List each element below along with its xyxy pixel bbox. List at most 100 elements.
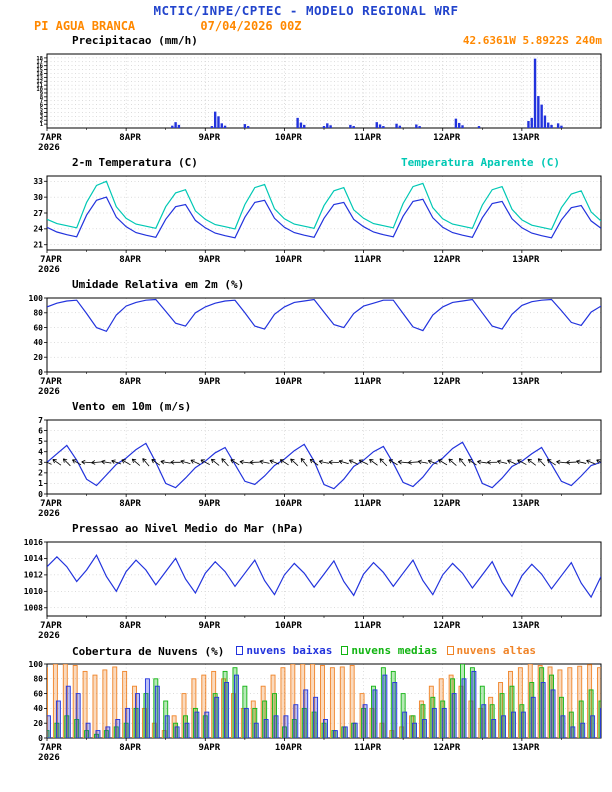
svg-text:0: 0 — [38, 368, 43, 377]
panel-humidity: Umidade Relativa em 2m (%) 0 20 40 60 80 100 7… — [0, 278, 612, 399]
svg-text:12APR: 12APR — [433, 499, 461, 509]
legend-low-clouds: nuvens baixas — [236, 644, 332, 657]
svg-text:11APR: 11APR — [354, 499, 382, 509]
svg-text:40: 40 — [33, 704, 43, 713]
svg-text:16: 16 — [36, 64, 43, 70]
svg-text:9: 9 — [40, 91, 43, 97]
svg-text:12APR: 12APR — [433, 621, 461, 631]
svg-text:1016: 1016 — [24, 538, 43, 547]
svg-text:2026: 2026 — [38, 265, 60, 275]
svg-text:14: 14 — [36, 71, 43, 77]
svg-text:11APR: 11APR — [354, 743, 382, 753]
svg-text:0: 0 — [38, 734, 43, 743]
svg-text:15: 15 — [36, 68, 43, 74]
mid-clouds-label: nuvens medias — [351, 644, 438, 657]
clouds-title: Cobertura de Nuvens (%) — [72, 645, 225, 658]
model-title: MCTIC/INPE/CPTEC - MODELO REGIONAL WRF — [153, 3, 459, 18]
svg-text:18: 18 — [36, 56, 43, 62]
svg-text:4: 4 — [40, 110, 44, 116]
svg-text:10: 10 — [36, 87, 43, 93]
svg-text:33: 33 — [33, 177, 43, 186]
pressure-title-row: Pressao ao Nivel Medio do Mar (hPa) — [0, 522, 612, 537]
svg-text:1012: 1012 — [24, 571, 43, 580]
svg-text:100: 100 — [29, 660, 44, 669]
svg-text:30: 30 — [33, 193, 43, 202]
panel-wind: Vento em 10m (m/s) 0 1 2 3 4 5 6 7 7APR 2026 8APR 9… — [0, 400, 612, 521]
coords-label: 42.6361W 5.8922S 240m — [462, 34, 602, 47]
low-clouds-swatch-icon — [236, 646, 244, 655]
meteogram-page: MCTIC/INPE/CPTEC - MODELO REGIONAL WRF P… — [0, 3, 612, 763]
svg-text:24: 24 — [33, 225, 43, 234]
temp-title-row: 2-m Temperatura (C) Temperatura Aparente… — [0, 156, 612, 171]
svg-text:2026: 2026 — [38, 509, 60, 519]
svg-text:12APR: 12APR — [433, 743, 461, 753]
svg-text:13APR: 13APR — [512, 133, 540, 143]
svg-text:13APR: 13APR — [512, 743, 540, 753]
svg-text:9APR: 9APR — [198, 377, 220, 387]
svg-text:9APR: 9APR — [198, 499, 220, 509]
svg-text:100: 100 — [29, 294, 44, 303]
apparent-temp-label: Temperatura Aparente (C) — [401, 156, 560, 169]
svg-text:1: 1 — [38, 479, 43, 488]
precip-title-row: Precipitacao (mm/h) 42.6361W 5.8922S 240… — [0, 34, 612, 49]
svg-text:2: 2 — [40, 118, 43, 124]
svg-text:1: 1 — [40, 122, 44, 128]
svg-text:8APR: 8APR — [119, 255, 141, 265]
svg-text:21: 21 — [33, 241, 43, 250]
svg-text:13APR: 13APR — [512, 621, 540, 631]
svg-text:7: 7 — [38, 416, 43, 425]
svg-text:8APR: 8APR — [119, 499, 141, 509]
svg-text:2026: 2026 — [38, 143, 60, 153]
low-clouds-label: nuvens baixas — [246, 644, 333, 657]
svg-text:2: 2 — [38, 469, 43, 478]
svg-text:11APR: 11APR — [354, 255, 382, 265]
svg-text:60: 60 — [33, 689, 43, 698]
svg-text:7APR: 7APR — [40, 743, 62, 753]
svg-text:20: 20 — [33, 719, 43, 728]
svg-text:27: 27 — [33, 209, 43, 218]
svg-text:7APR: 7APR — [40, 621, 62, 631]
humidity-title-row: Umidade Relativa em 2m (%) — [0, 278, 612, 293]
svg-text:12APR: 12APR — [433, 377, 461, 387]
svg-text:10APR: 10APR — [275, 133, 303, 143]
svg-text:80: 80 — [33, 309, 43, 318]
svg-text:7APR: 7APR — [40, 377, 62, 387]
panel-pressure: Pressao ao Nivel Medio do Mar (hPa) 1008… — [0, 522, 612, 643]
clouds-title-row: Cobertura de Nuvens (%) nuvens baixas nu… — [0, 644, 612, 659]
svg-text:2026: 2026 — [38, 631, 60, 641]
svg-text:9APR: 9APR — [198, 133, 220, 143]
svg-text:13APR: 13APR — [512, 377, 540, 387]
run-info-row: PI AGUA BRANCA 07/04/2026 00Z — [0, 19, 612, 33]
svg-text:11APR: 11APR — [354, 133, 382, 143]
svg-text:11APR: 11APR — [354, 621, 382, 631]
svg-text:12: 12 — [36, 79, 43, 85]
svg-text:80: 80 — [33, 675, 43, 684]
svg-text:11APR: 11APR — [354, 377, 382, 387]
high-clouds-label: nuvens altas — [456, 644, 536, 657]
legend-high-clouds: nuvens altas — [446, 644, 536, 657]
svg-text:40: 40 — [33, 338, 43, 347]
svg-text:10APR: 10APR — [275, 621, 303, 631]
svg-text:9APR: 9APR — [198, 743, 220, 753]
svg-text:10APR: 10APR — [275, 377, 303, 387]
svg-text:7: 7 — [40, 99, 43, 105]
precip-title: Precipitacao (mm/h) — [72, 34, 198, 47]
svg-text:8APR: 8APR — [119, 377, 141, 387]
svg-text:2026: 2026 — [38, 387, 60, 397]
svg-text:10APR: 10APR — [275, 743, 303, 753]
svg-text:12APR: 12APR — [433, 255, 461, 265]
panel-precipitation: Precipitacao (mm/h) 42.6361W 5.8922S 240… — [0, 34, 612, 155]
run-datetime: 07/04/2026 00Z — [200, 19, 302, 33]
svg-text:13APR: 13APR — [512, 499, 540, 509]
high-clouds-swatch-icon — [446, 646, 454, 655]
svg-text:5: 5 — [38, 437, 43, 446]
svg-text:7APR: 7APR — [40, 499, 62, 509]
svg-text:8APR: 8APR — [119, 621, 141, 631]
wind-title: Vento em 10m (m/s) — [72, 400, 192, 413]
